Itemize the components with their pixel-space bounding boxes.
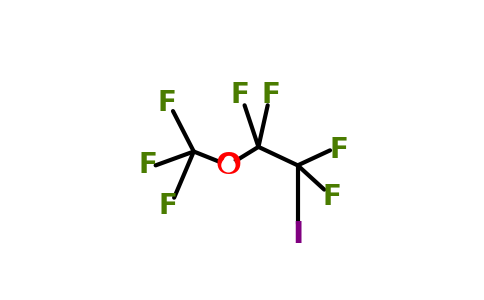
Text: I: I: [292, 220, 303, 249]
Text: F: F: [230, 81, 249, 109]
Text: F: F: [262, 81, 281, 109]
Text: F: F: [323, 182, 342, 211]
Text: F: F: [158, 89, 177, 117]
Text: O: O: [215, 151, 242, 180]
Text: F: F: [138, 152, 157, 179]
Text: F: F: [330, 136, 349, 164]
Circle shape: [222, 159, 235, 172]
Text: F: F: [159, 192, 178, 220]
